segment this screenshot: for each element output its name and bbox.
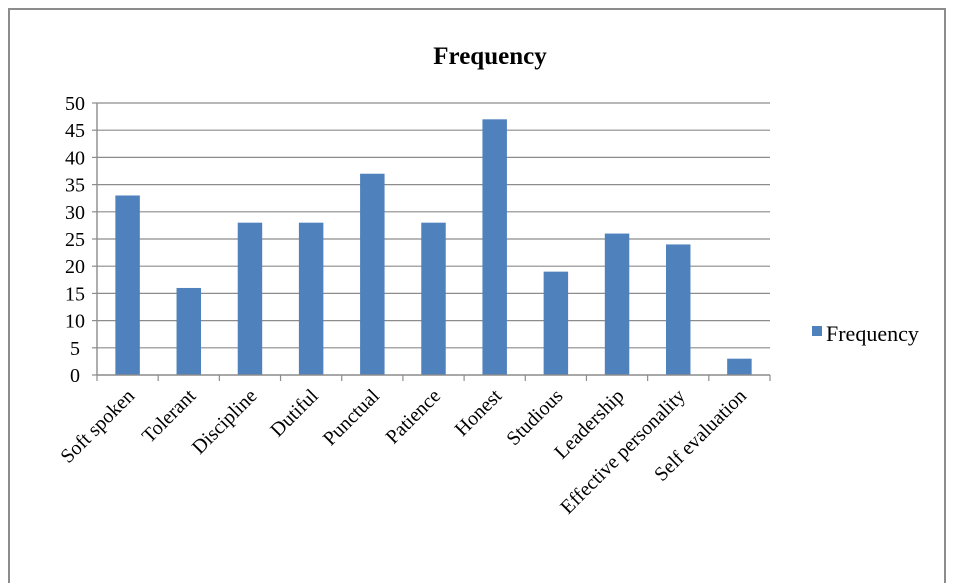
y-tick-label: 30 (65, 202, 85, 224)
legend: Frequency (812, 321, 919, 346)
bar (360, 173, 385, 375)
chart-frame (8, 8, 946, 583)
y-tick-label: 5 (70, 338, 80, 360)
legend-swatch (812, 326, 822, 336)
x-tick-label: Tolerant (138, 385, 201, 448)
legend-label: Frequency (826, 321, 919, 346)
y-tick-label: 20 (65, 256, 85, 278)
y-tick-label: 45 (65, 120, 85, 142)
bars (115, 119, 752, 375)
y-tick-label: 50 (65, 93, 85, 115)
chart-title: Frequency (433, 43, 547, 70)
x-tick-label: Punctual (319, 385, 384, 450)
bar (727, 358, 752, 375)
y-tick-label: 0 (70, 365, 80, 387)
x-tick-label: Honest (451, 385, 507, 441)
bar (298, 222, 324, 375)
x-tick-label: Patience (382, 385, 446, 449)
y-axis-ticks: 0 5 10 15 20 25 30 35 40 45 50 (65, 93, 97, 387)
y-tick-label: 25 (65, 229, 85, 251)
bar (665, 244, 691, 375)
bar (176, 287, 202, 375)
bar (115, 195, 140, 375)
x-tick-label: Soft spoken (56, 385, 139, 468)
x-tick-label: Dutiful (266, 385, 323, 442)
bar (604, 233, 630, 375)
bar (482, 119, 507, 375)
axes (96, 103, 771, 381)
y-tick-label: 10 (65, 311, 85, 333)
bar (237, 222, 263, 375)
bar (543, 271, 569, 375)
y-tick-label: 35 (65, 175, 85, 197)
bar (421, 222, 446, 375)
y-tick-label: 40 (65, 147, 85, 169)
y-tick-label: 15 (65, 283, 85, 305)
x-tick-label: Discipline (188, 385, 262, 459)
